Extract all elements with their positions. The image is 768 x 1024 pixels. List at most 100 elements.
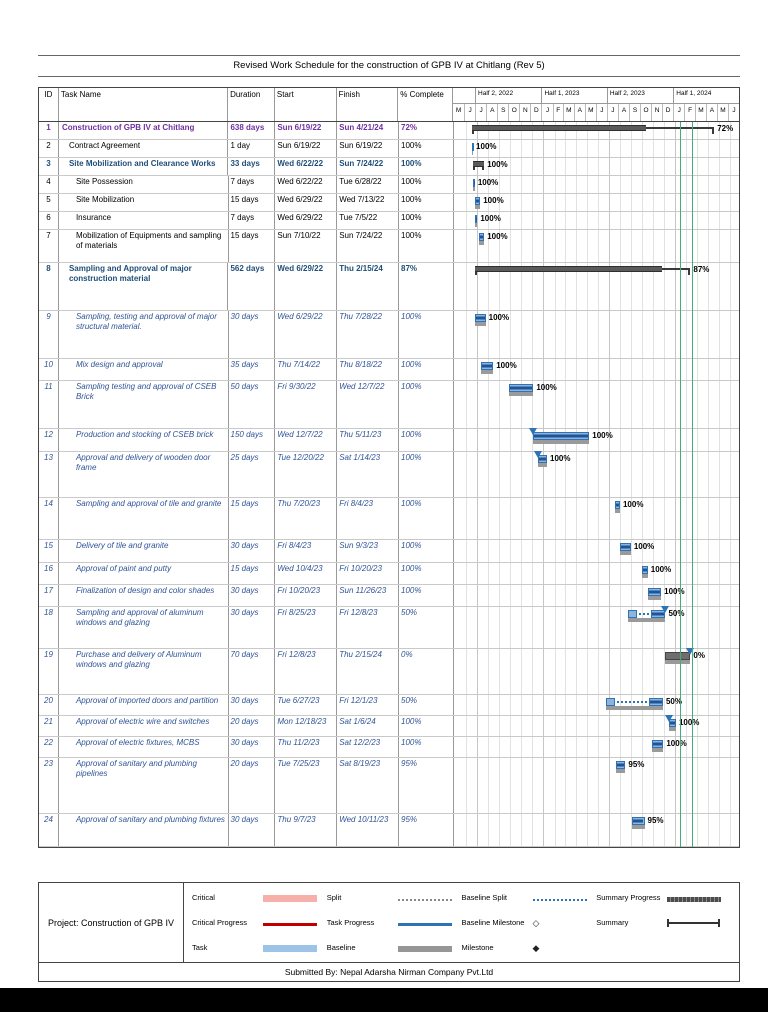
task-pct-cell: 0% (399, 649, 454, 694)
baseline-bar (652, 748, 664, 752)
timeline-half-label: Half 2, 2023 (606, 88, 673, 103)
task-duration-cell: 30 days (229, 540, 276, 562)
legend-item: Summary Progress (596, 893, 731, 902)
task-name-cell: Approval of imported doors and partition (59, 695, 229, 715)
task-name-cell: Approval of sanitary and plumbing fixtur… (59, 814, 229, 846)
task-finish-cell: Thu 2/15/24 (337, 263, 400, 310)
bar-critical-icon (263, 895, 317, 902)
task-pct-cell: 100% (399, 140, 454, 157)
legend-label: Milestone (461, 943, 494, 952)
task-bar (642, 566, 648, 574)
task-id-cell: 4 (39, 176, 59, 193)
summary-progress-bar (471, 125, 647, 131)
task-progress-bar (480, 235, 484, 239)
task-name-cell: Site Mobilization and Clearance Works (59, 158, 229, 175)
baseline-milestone-icon (686, 648, 695, 655)
task-gantt-cell: 100% (454, 311, 739, 358)
summary-line-icon (667, 918, 721, 927)
bar-progress-label: 100% (666, 739, 687, 748)
task-progress-bar (643, 568, 647, 572)
task-name-cell: Purchase and delivery of Aluminum window… (59, 649, 229, 694)
task-finish-cell: Sun 6/19/22 (337, 140, 400, 157)
task-finish-cell: Sat 1/6/24 (337, 716, 400, 736)
task-duration-cell: 35 days (229, 359, 276, 380)
task-bar (508, 384, 534, 392)
task-bar (651, 610, 666, 618)
timeline-month-label: J (475, 104, 486, 121)
task-row: 10 Mix design and approval 35 days Thu 7/14… (39, 359, 739, 381)
baseline-bar (614, 509, 620, 513)
task-start-cell: Tue 12/20/22 (275, 452, 338, 497)
task-progress-bar (481, 364, 493, 368)
gantt-body: 1 Construction of GPB IV at Chitlang 638 d… (39, 122, 739, 847)
task-finish-cell: Thu 8/18/22 (337, 359, 400, 380)
legend: Project: Construction of GPB IV Critical… (38, 882, 740, 963)
task-id-cell: 20 (39, 695, 59, 715)
legend-label: Summary (596, 918, 629, 927)
baseline-bar (616, 769, 626, 773)
summary-progress-bar (475, 266, 663, 272)
timeline-month-label: M (716, 104, 728, 121)
legend-label: Task Progress (326, 918, 375, 927)
task-bar (647, 588, 662, 596)
task-name-cell: Contract Agreement (59, 140, 229, 157)
bar-progress-label: 100% (664, 587, 685, 596)
task-id-cell: 12 (39, 429, 59, 451)
task-duration-cell: 15 days (229, 230, 276, 262)
task-progress-bar (653, 742, 663, 746)
task-duration-cell: 30 days (229, 607, 276, 648)
task-row: 11 Sampling testing and approval of CSEB … (39, 381, 739, 429)
task-id-cell: 8 (39, 263, 59, 310)
task-bar (619, 543, 631, 551)
task-gantt-cell: 100% (454, 585, 739, 606)
task-pct-cell: 100% (399, 176, 454, 193)
task-name-cell: Sampling testing and approval of CSEB Br… (59, 381, 229, 428)
legend-item: Critical (192, 893, 327, 902)
task-start-cell: Mon 12/18/23 (275, 716, 338, 736)
task-finish-cell: Fri 10/20/23 (337, 563, 400, 584)
task-finish-cell: Sat 1/14/23 (337, 452, 400, 497)
bar-progress-label: 100% (496, 361, 517, 370)
task-finish-cell: Sun 11/26/23 (337, 585, 400, 606)
summary-end-tick (688, 268, 691, 275)
legend-label: Baseline Milestone (461, 918, 525, 927)
split-dotted-line (606, 701, 663, 703)
task-name-cell: Site Possession (59, 176, 229, 193)
task-gantt-cell: 95% (454, 814, 739, 846)
task-bar (606, 698, 616, 706)
baseline-bar (627, 618, 666, 622)
col-header-task-name: Task Name (59, 88, 229, 121)
gantt-chart: ID Task Name Duration Start Finish % Com… (38, 87, 740, 848)
task-duration-cell: 150 days (229, 429, 276, 451)
bar-progress-label: 100% (622, 500, 644, 509)
bar-progress-label: 100% (536, 383, 557, 392)
baseline-milestone-icon (665, 715, 674, 722)
timeline-half-label: Half 1, 2023 (541, 88, 606, 103)
baseline-bar (619, 551, 631, 555)
timeline-month-label: A (573, 104, 585, 121)
task-progress-bar (652, 612, 665, 616)
col-header-pct-complete: % Complete (398, 88, 454, 121)
timeline-month-label: M (694, 104, 706, 121)
task-finish-cell: Fri 12/8/23 (337, 607, 400, 648)
task-pct-cell: 100% (399, 452, 454, 497)
task-pct-cell: 100% (399, 381, 454, 428)
task-progress-bar (476, 316, 485, 320)
timeline-month-label: F (684, 104, 694, 121)
task-name-cell: Delivery of tile and granite (59, 540, 229, 562)
bar-critical-progress-icon (263, 923, 317, 926)
task-start-cell: Thu 9/7/23 (275, 814, 338, 846)
bar-summary-progress-icon (667, 896, 722, 902)
task-id-cell: 13 (39, 452, 59, 497)
summary-end-tick (712, 127, 715, 134)
task-row: 16 Approval of paint and putty 15 days Wed … (39, 563, 739, 585)
legend-item: Baseline Split (462, 893, 597, 902)
legend-item: Task Progress (327, 918, 462, 927)
task-bar (648, 698, 663, 706)
baseline-bar (642, 574, 648, 578)
task-finish-cell: Sat 8/19/23 (337, 758, 400, 813)
timeline-month-label: J (673, 104, 684, 121)
task-start-cell: Thu 11/2/23 (275, 737, 338, 757)
task-id-cell: 2 (39, 140, 59, 157)
legend-item: Baseline (327, 943, 462, 952)
